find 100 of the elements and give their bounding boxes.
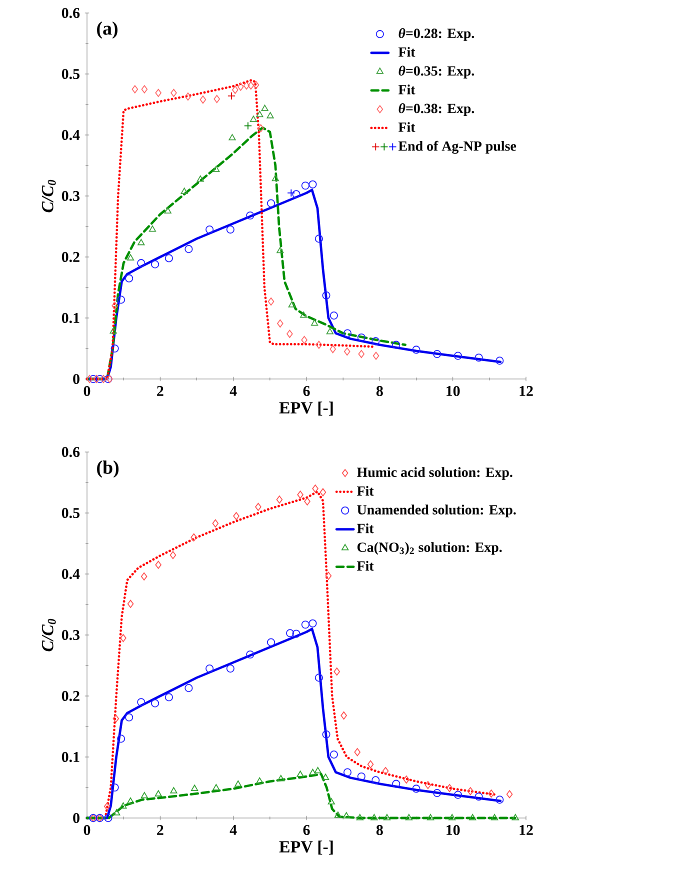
point [392, 340, 400, 349]
point [256, 110, 264, 118]
point [214, 94, 220, 104]
point [424, 781, 432, 790]
point [446, 784, 453, 792]
point [86, 374, 93, 384]
y-axis-title: C/C$_{0}$ [42, 618, 56, 652]
point [126, 797, 134, 804]
x-tick-label: 2 [157, 824, 164, 835]
point [296, 770, 304, 777]
point [96, 374, 104, 384]
point [326, 328, 334, 334]
legend-label: Fit [357, 523, 374, 534]
point [252, 80, 260, 90]
point [357, 333, 366, 342]
point [322, 730, 330, 738]
point [310, 319, 318, 326]
y-tick-label: 0.3 [62, 630, 80, 640]
y-tick-label: 0.3 [62, 190, 80, 202]
point [512, 814, 519, 820]
point [277, 319, 284, 328]
point [300, 312, 308, 318]
point [297, 490, 304, 499]
point [343, 768, 352, 776]
point [206, 226, 214, 234]
point [367, 760, 374, 768]
point [151, 260, 160, 268]
point [314, 674, 323, 682]
y-tick-label: 0.6 [62, 8, 80, 18]
point [170, 551, 176, 560]
point [292, 630, 300, 638]
legend-label: Ca(NO$_{3}$)$_{2}$ solution: Exp. [357, 542, 502, 555]
point [426, 814, 434, 820]
y-tick-label: 0 [73, 812, 80, 824]
y-tick-label: 0.4 [62, 568, 80, 580]
point [138, 238, 145, 246]
point [233, 512, 240, 520]
point [191, 784, 198, 791]
point [246, 650, 254, 659]
point [357, 772, 366, 781]
x-axis-title: EPV [-] [279, 402, 333, 416]
point [125, 713, 134, 722]
legend-label: End of Ag-NP pulse [398, 140, 516, 154]
point [261, 104, 268, 112]
point [405, 814, 412, 820]
point [330, 345, 336, 354]
point [382, 766, 389, 776]
y-tick-label: 0.6 [62, 446, 80, 458]
point [258, 124, 264, 132]
point [340, 711, 347, 720]
legend-label: θ=0.35: Exp. [398, 66, 474, 78]
x-tick-label: 12 [520, 386, 533, 396]
point [433, 788, 442, 798]
point [325, 572, 332, 580]
point [110, 783, 119, 792]
point [206, 664, 214, 673]
point [164, 207, 172, 214]
legend-label: Fit [398, 46, 416, 57]
point [286, 330, 293, 338]
point [93, 374, 100, 384]
point [288, 301, 296, 308]
point [403, 776, 410, 784]
point [100, 374, 107, 384]
point [180, 188, 188, 194]
x-tick-label: 4 [230, 386, 237, 396]
point [292, 190, 300, 198]
point [301, 182, 310, 190]
legend-label: Fit [398, 84, 416, 94]
point [170, 88, 177, 97]
point [238, 82, 244, 91]
point [301, 336, 308, 344]
legend-label: θ=0.28: Exp. [398, 28, 474, 41]
point [164, 693, 173, 702]
point [266, 638, 276, 646]
point [383, 814, 391, 820]
legend-label: Humic acid solution: Exp. [357, 467, 512, 480]
point [392, 780, 400, 788]
point [155, 88, 162, 97]
point [127, 600, 134, 608]
y-tick-label: 0.2 [62, 690, 80, 702]
point [155, 560, 162, 569]
point [89, 374, 98, 384]
point [316, 340, 322, 349]
point [184, 245, 193, 254]
y-tick-label: 0.2 [62, 252, 80, 262]
legend-label: Fit [357, 486, 374, 496]
x-tick-label: 0 [84, 824, 90, 836]
point [246, 211, 254, 220]
point [433, 350, 442, 358]
point [164, 254, 173, 262]
point [330, 312, 338, 320]
legend-label: Unamended solution: Exp. [357, 504, 516, 518]
x-tick-label: 12 [520, 824, 533, 835]
point [490, 814, 498, 820]
point [120, 802, 127, 809]
point [448, 814, 456, 820]
point [184, 684, 193, 692]
point [314, 234, 323, 243]
point [106, 374, 113, 384]
point [112, 302, 118, 310]
